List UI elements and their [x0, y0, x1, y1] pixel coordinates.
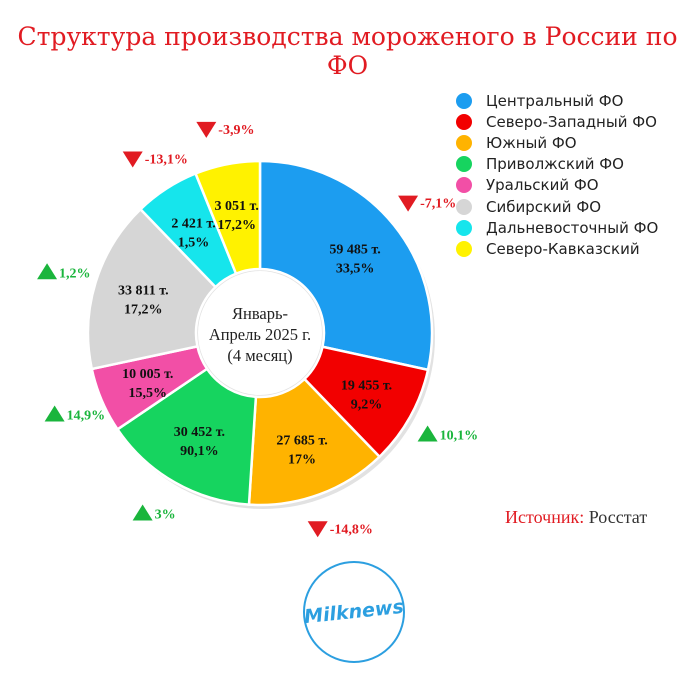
- legend-label: Приволжский ФО: [486, 155, 624, 174]
- arrow-down-icon: [122, 151, 143, 168]
- page-title: Структура производства мороженого в Росс…: [17, 22, 678, 80]
- source-note: Источник: Росстат: [505, 507, 647, 528]
- milknews-logo: Milknews: [303, 561, 405, 663]
- slice-percent-label: 17%: [288, 453, 316, 468]
- center-text-line: Апрель 2025 г.: [209, 325, 311, 344]
- legend-swatch: [456, 177, 472, 194]
- arrow-up-icon: [132, 504, 153, 521]
- change-up-indicator: 1,2%: [37, 263, 91, 281]
- legend-item: Северо-Западный ФО: [456, 111, 658, 132]
- source-label: Источник:: [505, 507, 585, 527]
- arrow-up-icon: [44, 405, 65, 422]
- center-text-line: (4 месяц): [227, 346, 292, 365]
- legend-label: Северо-Кавказский: [486, 239, 640, 258]
- donut-chart: 59 485 т. 33,5% -7,1% 19 455 т. 9,2% 10,1% 27 …: [37, 121, 479, 538]
- change-label: 3%: [155, 507, 176, 522]
- change-label: -3,9%: [218, 123, 254, 138]
- slice-value-label: 33 811 т.: [118, 283, 169, 298]
- donut-hole: [198, 271, 322, 395]
- arrow-down-icon: [307, 521, 328, 538]
- change-up-indicator: 14,9%: [44, 405, 106, 423]
- change-up-indicator: 3%: [132, 504, 176, 522]
- arrow-up-icon: [37, 263, 58, 280]
- donut-slice: [86, 207, 218, 371]
- slice-value-label: 27 685 т.: [276, 434, 327, 449]
- change-down-indicator: -3,9%: [196, 121, 254, 138]
- legend-label: Южный ФО: [486, 133, 577, 152]
- change-label: -14,8%: [330, 522, 373, 537]
- legend-label: Уральский ФО: [486, 176, 599, 195]
- arrow-down-icon: [196, 121, 217, 138]
- change-label: 1,2%: [59, 266, 91, 281]
- change-label: 14,9%: [67, 408, 106, 423]
- donut-slice: [247, 377, 382, 507]
- legend-swatch: [456, 240, 472, 257]
- legend-swatch: [456, 198, 472, 215]
- arrow-down-icon: [398, 195, 419, 212]
- change-label: -7,1%: [420, 197, 456, 212]
- legend-label: Центральный ФО: [486, 91, 624, 110]
- legend-item: Северо-Кавказский: [456, 238, 658, 259]
- slice-value-label: 2 421 т.: [171, 217, 215, 232]
- legend-label: Северо-Западный ФО: [486, 112, 657, 131]
- legend-item: Центральный ФО: [456, 90, 658, 111]
- slice-percent-label: 33,5%: [336, 262, 375, 277]
- slice-value-label: 10 005 т.: [122, 367, 173, 382]
- change-up-indicator: 10,1%: [417, 425, 479, 443]
- center-text-line: Январь-: [232, 304, 288, 323]
- legend-swatch: [456, 134, 472, 151]
- legend-item: Приволжский ФО: [456, 154, 658, 175]
- donut-slice: [258, 159, 434, 372]
- logo-text: Milknews: [303, 595, 405, 629]
- change-down-indicator: -14,8%: [307, 521, 373, 538]
- slice-percent-label: 17,2%: [217, 218, 256, 233]
- legend-item: Уральский ФО: [456, 175, 658, 196]
- legend-swatch: [456, 156, 472, 173]
- slice-percent-label: 15,5%: [129, 386, 168, 401]
- chart-legend: Центральный ФО Северо-Западный ФО Южный ФО…: [456, 90, 658, 260]
- legend-label: Сибирский ФО: [486, 197, 602, 216]
- legend-label: Дальневосточный ФО: [486, 218, 659, 237]
- source-value: Росстат: [588, 507, 648, 527]
- change-label: -13,1%: [145, 153, 188, 168]
- slice-percent-label: 17,2%: [124, 302, 163, 317]
- slice-percent-label: 90,1%: [180, 444, 219, 459]
- slice-percent-label: 9,2%: [351, 397, 383, 412]
- slice-value-label: 30 452 т.: [174, 425, 225, 440]
- legend-item: Сибирский ФО: [456, 196, 658, 217]
- change-label: 10,1%: [440, 428, 479, 443]
- legend-swatch: [456, 92, 472, 109]
- slice-value-label: 59 485 т.: [329, 243, 380, 258]
- donut-slice: [115, 367, 258, 506]
- legend-swatch: [456, 113, 472, 130]
- change-down-indicator: -13,1%: [122, 151, 188, 168]
- legend-item: Южный ФО: [456, 132, 658, 153]
- slice-percent-label: 1,5%: [178, 236, 210, 251]
- donut-slice: [193, 159, 262, 276]
- arrow-up-icon: [417, 425, 438, 442]
- change-down-indicator: -7,1%: [398, 195, 456, 212]
- legend-swatch: [456, 219, 472, 236]
- slice-value-label: 19 455 т.: [341, 378, 392, 393]
- slice-value-label: 3 051 т.: [215, 199, 259, 214]
- legend-item: Дальневосточный ФО: [456, 217, 658, 238]
